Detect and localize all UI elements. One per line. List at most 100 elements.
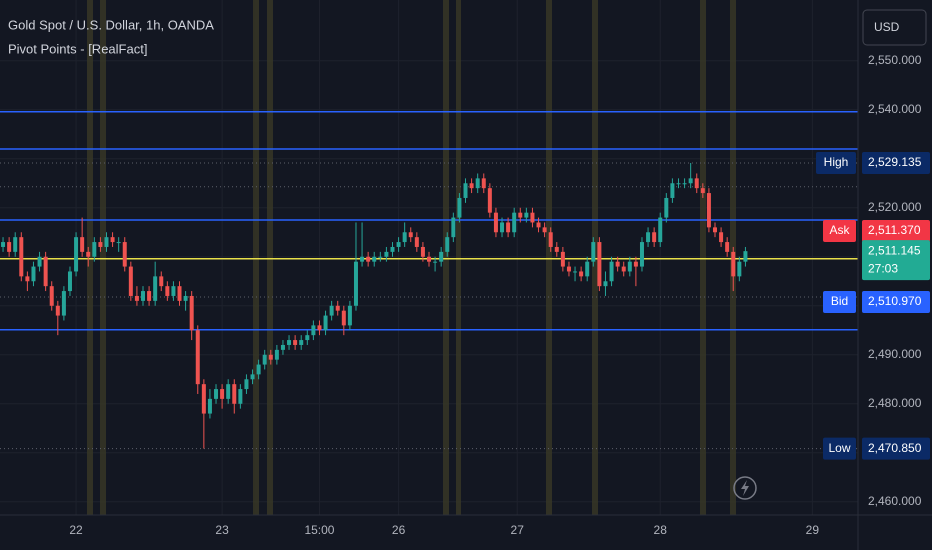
session-band (87, 0, 93, 515)
candle-body (7, 242, 12, 252)
candle-body (128, 266, 133, 296)
price-value: 2,511.370 (868, 223, 921, 237)
x-tick-label: 23 (215, 523, 229, 537)
candle-body (37, 256, 42, 267)
candle-body (165, 286, 170, 296)
candle-body (639, 242, 644, 267)
price-tag-box (816, 152, 856, 175)
candle-body (670, 183, 675, 198)
session-band (253, 0, 259, 515)
y-tick-label: 2,480.000 (868, 396, 922, 410)
candle-body (676, 183, 681, 185)
candle-body (591, 242, 596, 262)
session-band (100, 0, 106, 515)
y-tick-label: 2,490.000 (868, 347, 922, 361)
candle-body (366, 256, 371, 262)
lightning-circle[interactable] (733, 476, 757, 500)
price-value: 2,529.135 (868, 155, 922, 169)
candle-body (664, 197, 669, 218)
candle-body (280, 344, 285, 350)
price-box (862, 220, 930, 243)
candle-body (414, 237, 419, 247)
candle-body (469, 183, 474, 189)
candle-body (214, 389, 219, 399)
session-band (456, 0, 461, 515)
candle-body (104, 237, 109, 247)
candle-body (177, 286, 182, 301)
candle-body (627, 261, 632, 272)
candle-body (31, 266, 36, 282)
x-tick-label: 22 (69, 523, 83, 537)
candle-body (658, 217, 663, 243)
candle-body (61, 291, 66, 316)
candle-body (585, 261, 590, 277)
currency-label[interactable]: USD (874, 20, 900, 34)
candle-body (597, 242, 602, 287)
chart-title: Gold Spot / U.S. Dollar, 1h, OANDA (8, 17, 214, 32)
candle-body (542, 227, 547, 233)
candle-body (116, 242, 121, 244)
candle-body (299, 340, 304, 345)
x-tick-label: 15:00 (304, 523, 334, 537)
candle-body (615, 261, 620, 267)
candle-body (323, 315, 328, 331)
candle-body (609, 261, 614, 282)
candle-body (311, 325, 316, 336)
candle-body (713, 227, 717, 233)
candle-body (688, 178, 693, 184)
session-band (443, 0, 449, 515)
candle-body (268, 354, 273, 360)
x-tick-label: 29 (806, 523, 820, 537)
candle-body (1, 242, 6, 247)
candle-body (682, 183, 687, 185)
candle-body (451, 217, 456, 238)
price-tag-box (823, 220, 856, 243)
candle-body (55, 305, 60, 316)
candle-body (226, 384, 231, 399)
candle-body (706, 193, 711, 228)
candle-body (445, 237, 450, 252)
lightning-icon[interactable] (741, 480, 749, 496)
candle-body (305, 335, 310, 341)
candle-body (475, 178, 480, 189)
candle-body (633, 261, 638, 267)
candle-body (159, 276, 164, 287)
lightning-button[interactable] (733, 476, 757, 500)
candle-body (536, 222, 541, 228)
candle-body (396, 242, 401, 247)
candle-body (554, 246, 559, 252)
session-band (546, 0, 552, 515)
candle-body (189, 295, 194, 331)
candle-body (384, 251, 389, 257)
candle-body (378, 256, 383, 258)
candle-body (287, 340, 292, 345)
candle-body (49, 286, 54, 306)
price-labels: 2,529.135 High 2,511.370 Ask 2,511.145 27:03 2… (816, 152, 930, 460)
y-tick-label: 2,460.000 (868, 494, 922, 508)
candle-body (256, 364, 261, 375)
candle-body (427, 256, 431, 262)
y-tick-label: 2,520.000 (868, 200, 922, 214)
price-value: 2,511.145 (868, 243, 921, 257)
countdown: 27:03 (868, 261, 898, 275)
candle-body (725, 242, 730, 252)
candle-body (232, 384, 237, 404)
session-band (700, 0, 706, 515)
candle-body (530, 212, 535, 223)
price-value: 2,470.850 (868, 441, 922, 455)
currency-button[interactable] (862, 9, 927, 46)
candle-body (347, 305, 352, 326)
candle-body (122, 242, 127, 267)
candle-body (293, 340, 298, 345)
candle-body (98, 242, 103, 247)
candle-body (390, 246, 395, 252)
candle-body (195, 330, 200, 385)
candle-body (250, 374, 255, 380)
candle-body (360, 256, 365, 262)
session-band (267, 0, 273, 515)
candle-body (74, 237, 79, 272)
candle-body (512, 212, 517, 233)
x-tick-label: 26 (392, 523, 406, 537)
